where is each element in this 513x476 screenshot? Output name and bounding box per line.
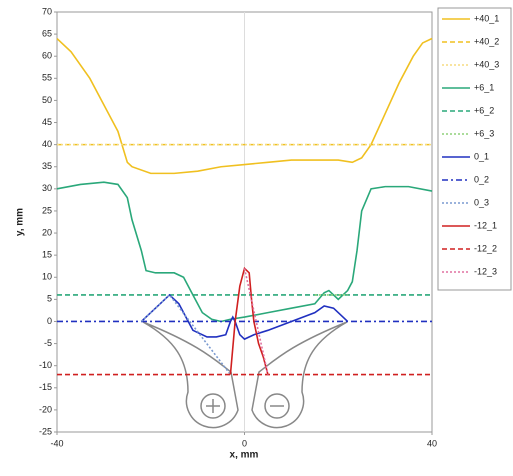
y-tick-label: 0 [47,316,52,326]
y-tick-label: 65 [42,28,52,38]
y-tick-label: 10 [42,272,52,282]
legend-label: -12_3 [474,266,497,276]
y-tick-label: -15 [39,382,52,392]
legend-label: +40_2 [474,36,499,46]
y-tick-label: -10 [39,360,52,370]
y-tick-label: 15 [42,250,52,260]
legend-label: +6_3 [474,128,494,138]
y-tick-label: 70 [42,6,52,16]
y-tick-label: 60 [42,51,52,61]
y-tick-label: -20 [39,404,52,414]
series-line [140,293,232,376]
minus-circle [264,393,290,419]
y-tick-label: 40 [42,139,52,149]
series-line [56,181,433,323]
legend-label: 0_3 [474,197,489,207]
electrode-diagram [142,321,348,429]
legend-label: -12_1 [474,220,497,230]
electrode-right [251,321,348,429]
y-tick-label: 35 [42,161,52,171]
y-tick-label: -5 [44,338,52,348]
x-tick-label: -40 [50,438,63,448]
y-tick-label: 30 [42,183,52,193]
x-tick-label: 40 [427,438,437,448]
x-axis-label: x, mm [230,450,259,461]
legend-label: 0_1 [474,151,489,161]
y-tick-label: 25 [42,205,52,215]
legend-label: +6_2 [474,105,494,115]
legend-label: +6_1 [474,82,494,92]
legend-label: +40_1 [474,13,499,23]
electrode-left [142,321,239,429]
y-tick-label: 20 [42,227,52,237]
legend [437,7,512,291]
x-tick-label: 0 [242,438,247,448]
y-tick-label: 50 [42,95,52,105]
legend-label: +40_3 [474,59,499,69]
series-line [56,37,433,175]
y-tick-label: 55 [42,73,52,83]
series-line [140,293,349,341]
y-tick-label: -25 [39,426,52,436]
legend-label: -12_2 [474,243,497,253]
polarity-signs [206,399,284,413]
plus-circle [200,393,226,419]
legend-label: 0_2 [474,174,489,184]
y-tick-label: 45 [42,117,52,127]
y-tick-label: 5 [47,294,52,304]
series-line [229,266,269,375]
y-axis-label: y, mm [15,208,26,236]
